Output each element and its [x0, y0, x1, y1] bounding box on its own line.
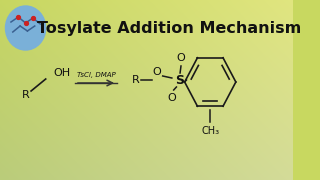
Text: O: O — [153, 67, 162, 77]
Text: O: O — [177, 53, 185, 63]
Text: R: R — [132, 75, 139, 85]
Text: Tosylate Addition Mechanism: Tosylate Addition Mechanism — [37, 21, 301, 35]
Text: OH: OH — [53, 68, 70, 78]
Text: O: O — [167, 93, 176, 103]
Circle shape — [5, 6, 46, 50]
Text: R: R — [22, 90, 29, 100]
Text: TsCl, DMAP: TsCl, DMAP — [76, 72, 115, 78]
Text: CH₃: CH₃ — [201, 126, 219, 136]
Text: S: S — [175, 73, 184, 87]
